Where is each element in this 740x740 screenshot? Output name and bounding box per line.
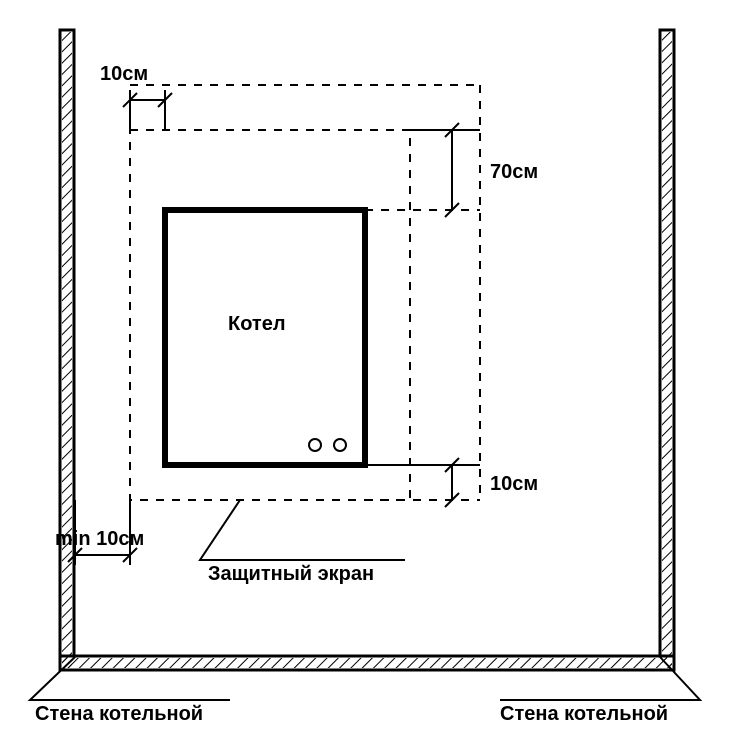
wall-label-left: Стена котельной — [35, 703, 203, 725]
boiler-control-icon — [309, 439, 321, 451]
wall-label-right: Стена котельной — [500, 703, 668, 725]
dim-label-min10: min 10см — [55, 528, 144, 550]
leader-screen — [200, 500, 405, 560]
dim-label-10-right: 10см — [490, 473, 538, 495]
dim-label-10-top: 10см — [100, 63, 148, 85]
dim-label-70: 70см — [490, 161, 538, 183]
boiler — [165, 210, 365, 465]
boiler-label: Котел — [228, 313, 286, 335]
screen-label: Защитный экран — [208, 563, 374, 585]
boiler-control-icon — [334, 439, 346, 451]
